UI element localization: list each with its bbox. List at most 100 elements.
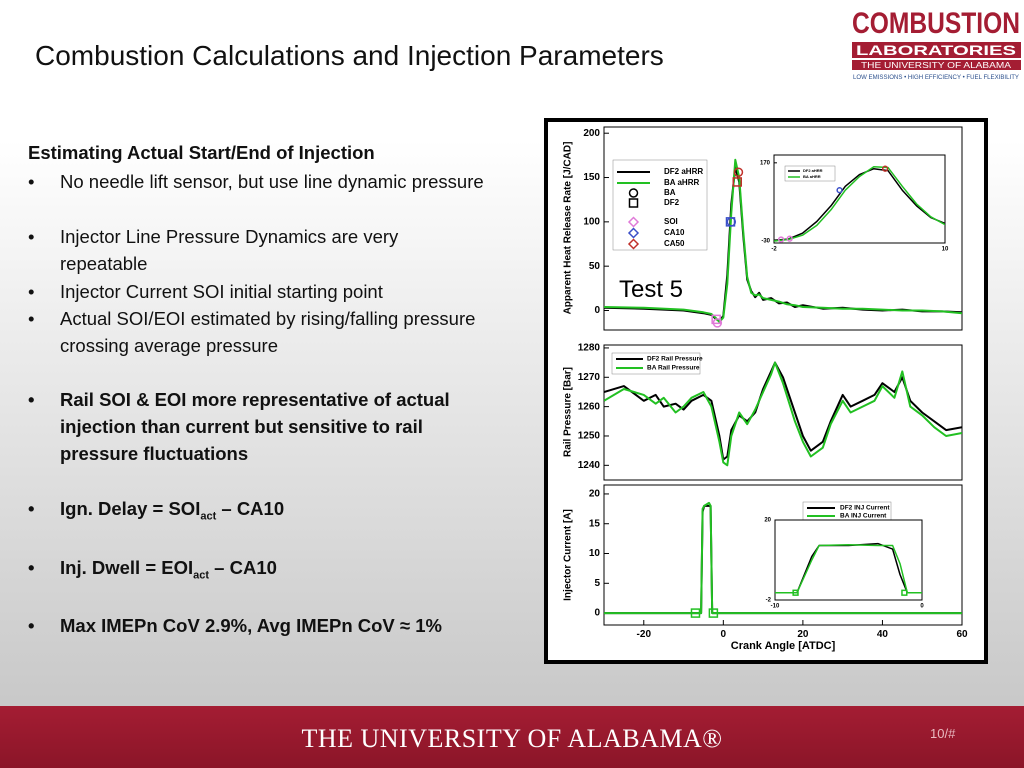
- bullet-dot: •: [28, 615, 35, 636]
- logo-band: [852, 42, 1021, 58]
- y-axis-label: Rail Pressure [Bar]: [563, 367, 574, 457]
- text-run: Max IMEPn CoV 2.9%, Avg IMEPn CoV ≈ 1%: [60, 615, 442, 636]
- marker: [732, 177, 743, 187]
- y-axis-label: Apparent Heat Release Rate [J/CAD]: [563, 142, 574, 315]
- text-run: Injector Line Pressure Dynamics are very…: [60, 226, 399, 274]
- text-run: Injector Current SOI initial starting po…: [60, 281, 383, 302]
- marker: [725, 217, 736, 227]
- text-run: No needle lift sensor, but use line dyna…: [60, 171, 484, 192]
- bullet-text: Ign. Delay = SOIact – CA10: [60, 495, 490, 531]
- bullet-text: Actual SOI/EOI estimated by rising/falli…: [60, 305, 490, 359]
- bullet-text: Rail SOI & EOI more representative of ac…: [60, 386, 490, 467]
- y-tick-label: 10: [589, 548, 601, 559]
- x-tick-label: 0: [920, 603, 924, 609]
- marker: [901, 589, 908, 596]
- legend-marker: [627, 216, 640, 228]
- y-tick-label: 1250: [578, 431, 601, 442]
- text-run: Inj. Dwell = EOI: [60, 557, 194, 578]
- y-tick-label: 5: [594, 578, 600, 589]
- y-tick-label: 1270: [578, 372, 601, 383]
- y-tick-label: 50: [589, 261, 601, 272]
- marker: [777, 236, 785, 243]
- legend-label: BA aHRR: [803, 174, 821, 179]
- bullet-dot: •: [28, 557, 35, 578]
- legend-label: CA50: [664, 239, 685, 248]
- slide-title: Combustion Calculations and Injection Pa…: [35, 40, 664, 71]
- series-line: [604, 361, 962, 467]
- bullet-text: Max IMEPn CoV 2.9%, Avg IMEPn CoV ≈ 1%: [60, 612, 490, 639]
- text-run: – CA10: [216, 498, 285, 519]
- x-tick-label: -20: [637, 629, 652, 640]
- bullet-text: Injector Line Pressure Dynamics are very…: [60, 223, 490, 277]
- y-tick-label: 20: [764, 518, 771, 524]
- y-tick-label: 200: [583, 128, 600, 139]
- y-axis-label: Injector Current [A]: [563, 509, 574, 601]
- y-tick-label: 100: [583, 216, 600, 227]
- text-run: Ign. Delay = SOI: [60, 498, 201, 519]
- page-number: 10/#: [930, 726, 956, 741]
- marker: [708, 608, 719, 618]
- legend-label: DF2 Rail Pressure: [647, 356, 703, 363]
- y-tick-label: 15: [589, 518, 601, 529]
- y-tick-label: 170: [760, 160, 771, 166]
- marker: [733, 167, 744, 177]
- legend-label: DF2 aHRR: [664, 167, 703, 176]
- logo-name: COMBUSTION: [852, 7, 1020, 40]
- x-tick-label: 60: [956, 629, 968, 640]
- y-tick-label: 1240: [578, 460, 601, 471]
- logo: COMBUSTION LABORATORIES THE UNIVERSITY O…: [852, 7, 1021, 81]
- legend-marker: [628, 198, 639, 208]
- legend-label: CA10: [664, 228, 685, 237]
- bullet-dot: •: [28, 308, 35, 329]
- legend-label: BA: [664, 188, 676, 197]
- subscript: act: [200, 510, 217, 523]
- x-tick-label: 0: [721, 629, 727, 640]
- legend-label: DF2 aHRR: [803, 168, 823, 173]
- legend-marker: [627, 227, 640, 239]
- y-tick-label: 1280: [578, 343, 601, 354]
- marker: [711, 314, 721, 325]
- marker: [786, 235, 793, 242]
- bullet-dot: •: [28, 498, 35, 519]
- marker: [836, 187, 843, 194]
- legend-label: DF2 INJ Current: [840, 505, 890, 512]
- x-tick-label: -2: [771, 246, 777, 252]
- legend-label: DF2: [664, 198, 680, 207]
- logo-band: [852, 60, 1021, 70]
- bullet-text: Inj. Dwell = EOIact – CA10: [60, 554, 490, 590]
- x-tick-label: 20: [797, 629, 809, 640]
- legend-label: SOI: [664, 217, 678, 226]
- marker: [792, 589, 799, 596]
- y-tick-label: 1260: [578, 401, 601, 412]
- bullet-text: Injector Current SOI initial starting po…: [60, 278, 490, 305]
- bullet-text: No needle lift sensor, but use line dyna…: [60, 168, 490, 195]
- footer-university: THE UNIVERSITY OF ALABAMA®: [301, 724, 723, 753]
- annotation: Test 5: [619, 276, 683, 303]
- footer: THE UNIVERSITY OF ALABAMA® 10/#: [0, 706, 1024, 768]
- x-tick-label: -10: [771, 603, 780, 609]
- subscript: act: [193, 569, 210, 582]
- series-line: [774, 165, 945, 242]
- legend-box: [612, 159, 708, 251]
- x-axis-label: Crank Angle [ATDC]: [731, 640, 836, 652]
- legend-marker: [628, 188, 639, 198]
- bullet-dot: •: [28, 226, 35, 247]
- x-tick-label: 40: [877, 629, 889, 640]
- text-run: Actual SOI/EOI estimated by rising/falli…: [60, 308, 476, 356]
- bullet-dot: •: [28, 281, 35, 302]
- y-tick-label: 20: [589, 489, 601, 500]
- y-tick-label: 150: [583, 172, 600, 183]
- bullet-dot: •: [28, 171, 35, 192]
- y-tick-label: 0: [594, 608, 600, 619]
- series-line: [775, 543, 922, 594]
- legend-marker: [627, 238, 640, 250]
- y-tick-label: 0: [594, 305, 600, 316]
- logo-university: THE UNIVERSITY OF ALABAMA: [861, 61, 1012, 70]
- series-line: [604, 501, 962, 615]
- y-tick-label: -2: [766, 598, 772, 604]
- text-run: Rail SOI & EOI more representative of ac…: [60, 389, 450, 464]
- text-run: – CA10: [209, 557, 277, 578]
- x-tick-label: 10: [942, 246, 949, 252]
